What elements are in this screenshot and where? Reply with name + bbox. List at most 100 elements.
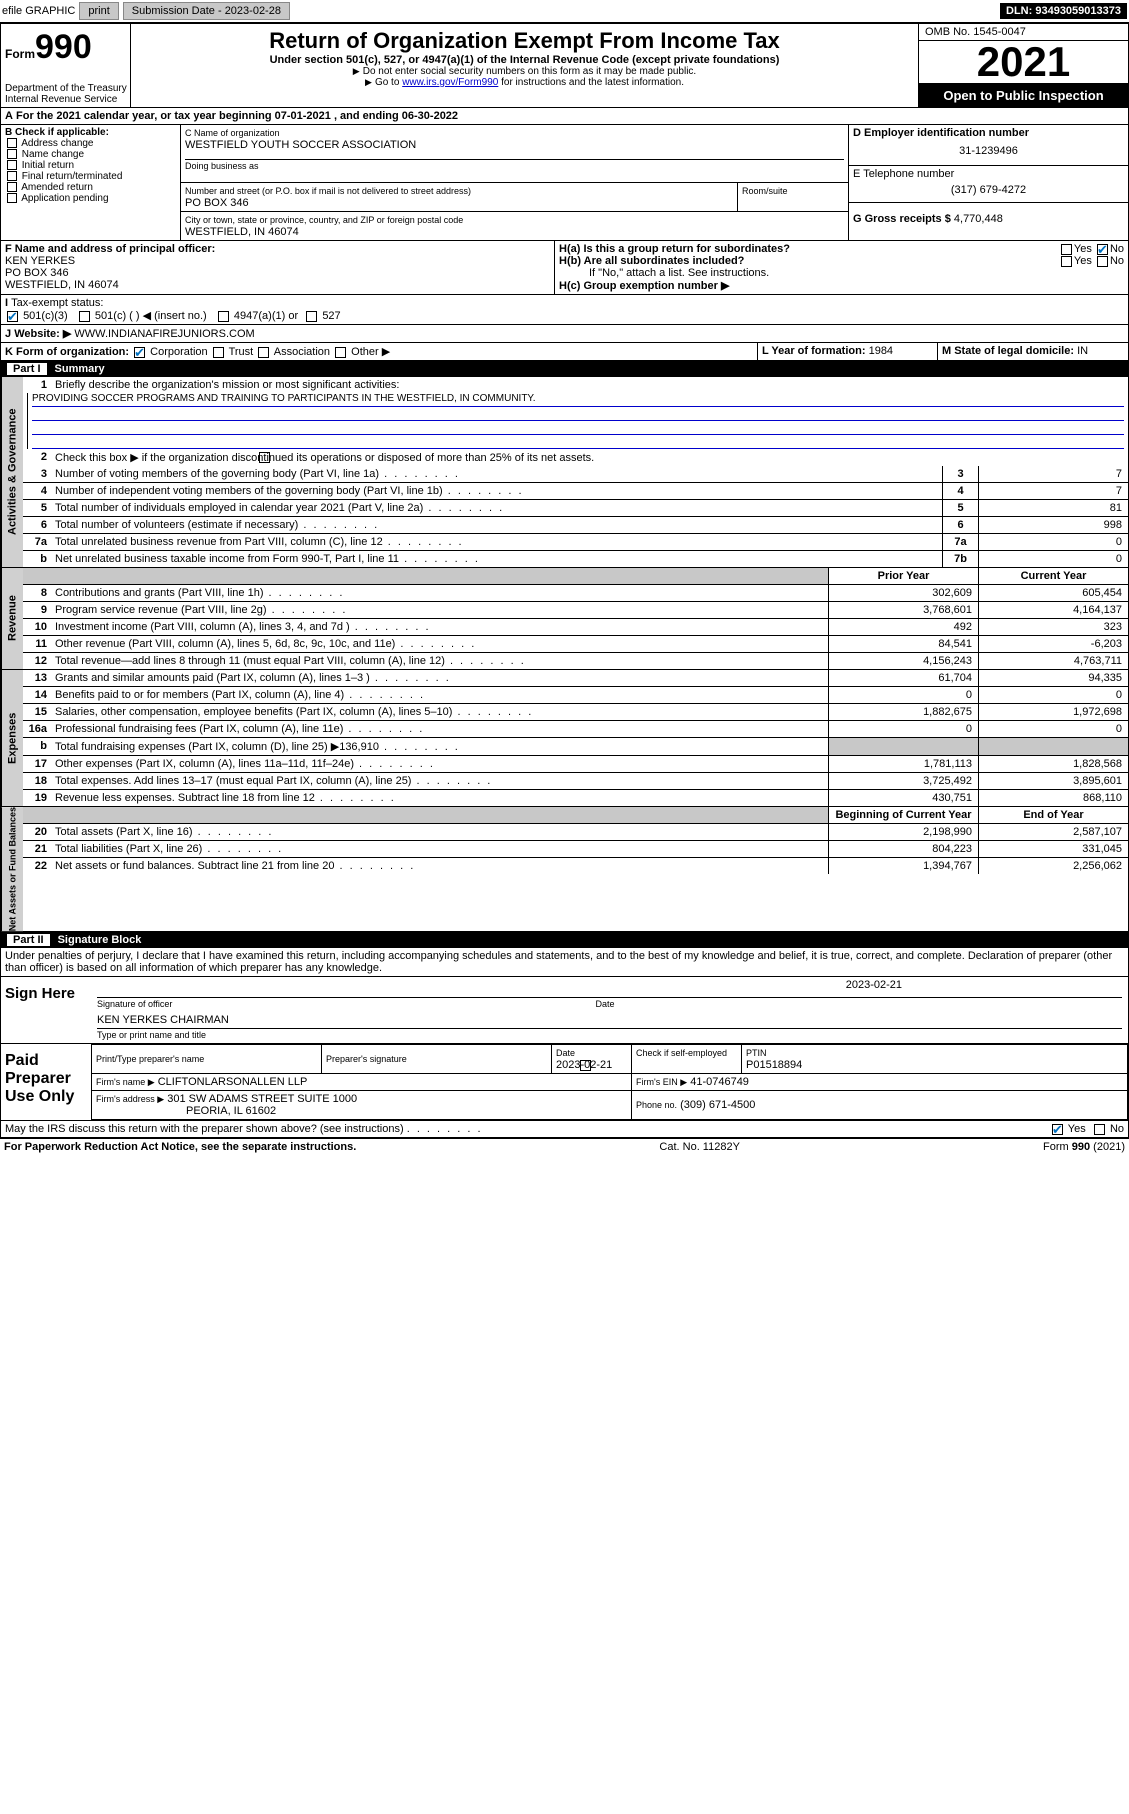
row-18: 18Total expenses. Add lines 13–17 (must …: [23, 773, 1128, 790]
row-19: 19Revenue less expenses. Subtract line 1…: [23, 790, 1128, 806]
firm-ein: 41-0746749: [690, 1076, 749, 1088]
block-b: B Check if applicable: Address change Na…: [1, 125, 181, 240]
row-16a: 16aProfessional fundraising fees (Part I…: [23, 721, 1128, 738]
chk-corp[interactable]: [134, 347, 145, 358]
line-a-period: A For the 2021 calendar year, or tax yea…: [1, 108, 462, 124]
city-state-zip: WESTFIELD, IN 46074: [185, 226, 299, 238]
vlabel-expenses: Expenses: [1, 670, 23, 806]
summary-row-7b: bNet unrelated business taxable income f…: [23, 551, 1128, 567]
row-21: 21Total liabilities (Part X, line 26)804…: [23, 841, 1128, 858]
may-irs-discuss: May the IRS discuss this return with the…: [1, 1120, 1128, 1137]
row-22: 22Net assets or fund balances. Subtract …: [23, 858, 1128, 874]
chk-4947[interactable]: [218, 311, 229, 322]
ha-no[interactable]: [1097, 244, 1108, 255]
q1: Briefly describe the organization's miss…: [51, 377, 1128, 393]
chk-other[interactable]: [335, 347, 346, 358]
row-11: 11Other revenue (Part VIII, column (A), …: [23, 636, 1128, 653]
ein-label: D Employer identification number: [853, 127, 1029, 139]
paid-preparer-label: Paid Preparer Use Only: [1, 1044, 91, 1120]
chk-527[interactable]: [306, 311, 317, 322]
signer-name: KEN YERKES CHAIRMAN: [97, 1014, 1122, 1028]
submission-date-button[interactable]: Submission Date - 2023-02-28: [123, 2, 290, 20]
open-inspection: Open to Public Inspection: [919, 84, 1128, 107]
summary-row-3: 3Number of voting members of the governi…: [23, 466, 1128, 483]
checkb-final-return-terminated: Final return/terminated: [5, 171, 176, 182]
row-b: bTotal fundraising expenses (Part IX, co…: [23, 738, 1128, 756]
row-12: 12Total revenue—add lines 8 through 11 (…: [23, 653, 1128, 669]
vlabel-governance: Activities & Governance: [1, 377, 23, 567]
entity-block: B Check if applicable: Address change Na…: [0, 125, 1129, 241]
summary-row-4: 4Number of independent voting members of…: [23, 483, 1128, 500]
street-address: PO BOX 346: [185, 197, 249, 209]
firm-addr1: 301 SW ADAMS STREET SUITE 1000: [167, 1093, 357, 1105]
chk-trust[interactable]: [213, 347, 224, 358]
firm-phone: (309) 671-4500: [680, 1099, 755, 1111]
block-l: L Year of formation: 1984: [758, 343, 938, 360]
chk-501c[interactable]: [79, 311, 90, 322]
gross-receipts-value: 4,770,448: [954, 213, 1003, 225]
irs-discuss-no[interactable]: [1094, 1124, 1105, 1135]
note-link: Go to www.irs.gov/Form990 for instructio…: [139, 77, 910, 88]
block-m: M State of legal domicile: IN: [938, 343, 1128, 360]
chk-501c3[interactable]: [7, 311, 18, 322]
label-org-name: C Name of organization: [185, 128, 280, 138]
q2: Check this box ▶ if the organization dis…: [51, 449, 1128, 466]
summary-row-6: 6Total number of volunteers (estimate if…: [23, 517, 1128, 534]
checkb-address-change: Address change: [5, 138, 176, 149]
declaration: Under penalties of perjury, I declare th…: [1, 948, 1128, 976]
gross-receipts-label: G Gross receipts $: [853, 213, 951, 225]
vlabel-netassets: Net Assets or Fund Balances: [1, 807, 23, 931]
form-header: Form990 Department of the Treasury Inter…: [0, 23, 1129, 108]
block-f: F Name and address of principal officer:…: [1, 241, 555, 294]
hb-no[interactable]: [1097, 256, 1108, 267]
vlabel-revenue: Revenue: [1, 568, 23, 669]
room-label: Room/suite: [742, 186, 788, 196]
row-15: 15Salaries, other compensation, employee…: [23, 704, 1128, 721]
city-label: City or town, state or province, country…: [185, 215, 463, 225]
ptin: P01518894: [746, 1059, 802, 1071]
row-13: 13Grants and similar amounts paid (Part …: [23, 670, 1128, 687]
efile-label: efile GRAPHIC: [2, 5, 75, 17]
topbar: efile GRAPHIC print Submission Date - 20…: [0, 0, 1129, 23]
org-name: WESTFIELD YOUTH SOCCER ASSOCIATION: [185, 139, 416, 151]
firm-addr2: PEORIA, IL 61602: [186, 1105, 276, 1117]
right-ident-block: D Employer identification number 31-1239…: [848, 125, 1128, 240]
tax-exempt-status: I Tax-exempt status: 501(c)(3) 501(c) ( …: [1, 295, 555, 324]
col-headers: Prior Year Current Year: [23, 568, 1128, 585]
row-8: 8Contributions and grants (Part VIII, li…: [23, 585, 1128, 602]
irs-link[interactable]: www.irs.gov/Form990: [402, 77, 498, 88]
checkb-name-change: Name change: [5, 149, 176, 160]
row-10: 10Investment income (Part VIII, column (…: [23, 619, 1128, 636]
sign-here-label: Sign Here: [1, 977, 91, 1043]
checkb-application-pending: Application pending: [5, 193, 176, 204]
website-row: J Website: ▶ WWW.INDIANAFIREJUNIORS.COM: [1, 325, 259, 342]
chk-assoc[interactable]: [258, 347, 269, 358]
firm-name: CLIFTONLARSONALLEN LLP: [158, 1076, 308, 1088]
summary-row-7a: 7aTotal unrelated business revenue from …: [23, 534, 1128, 551]
col-headers-net: Beginning of Current Year End of Year: [23, 807, 1128, 824]
checkb-amended-return: Amended return: [5, 182, 176, 193]
summary-row-5: 5Total number of individuals employed in…: [23, 500, 1128, 517]
irs-discuss-yes[interactable]: [1052, 1124, 1063, 1135]
print-button[interactable]: print: [79, 2, 118, 20]
row-9: 9Program service revenue (Part VIII, lin…: [23, 602, 1128, 619]
chk-self-employed[interactable]: [580, 1060, 591, 1071]
checkb-initial-return: Initial return: [5, 160, 176, 171]
chk-discontinued[interactable]: [259, 452, 270, 463]
block-k: K Form of organization: Corporation Trus…: [1, 343, 758, 360]
page-footer: For Paperwork Reduction Act Notice, see …: [0, 1138, 1129, 1155]
addr-label: Number and street (or P.O. box if mail i…: [185, 186, 471, 196]
hb-yes[interactable]: [1061, 256, 1072, 267]
note-ssn: Do not enter social security numbers on …: [139, 66, 910, 77]
form-title: Return of Organization Exempt From Incom…: [139, 28, 910, 54]
part1-bar: Part I Summary: [0, 361, 1129, 377]
form-number: Form990: [5, 28, 126, 67]
ein-value: 31-1239496: [853, 139, 1124, 163]
ha-yes[interactable]: [1061, 244, 1072, 255]
block-c: C Name of organization WESTFIELD YOUTH S…: [181, 125, 848, 240]
tax-year: 2021: [919, 41, 1128, 84]
mission-text: PROVIDING SOCCER PROGRAMS AND TRAINING T…: [27, 393, 1128, 449]
dba-label: Doing business as: [185, 161, 259, 171]
part2-bar: Part II Signature Block: [0, 932, 1129, 948]
website-value: WWW.INDIANAFIREJUNIORS.COM: [74, 328, 254, 340]
